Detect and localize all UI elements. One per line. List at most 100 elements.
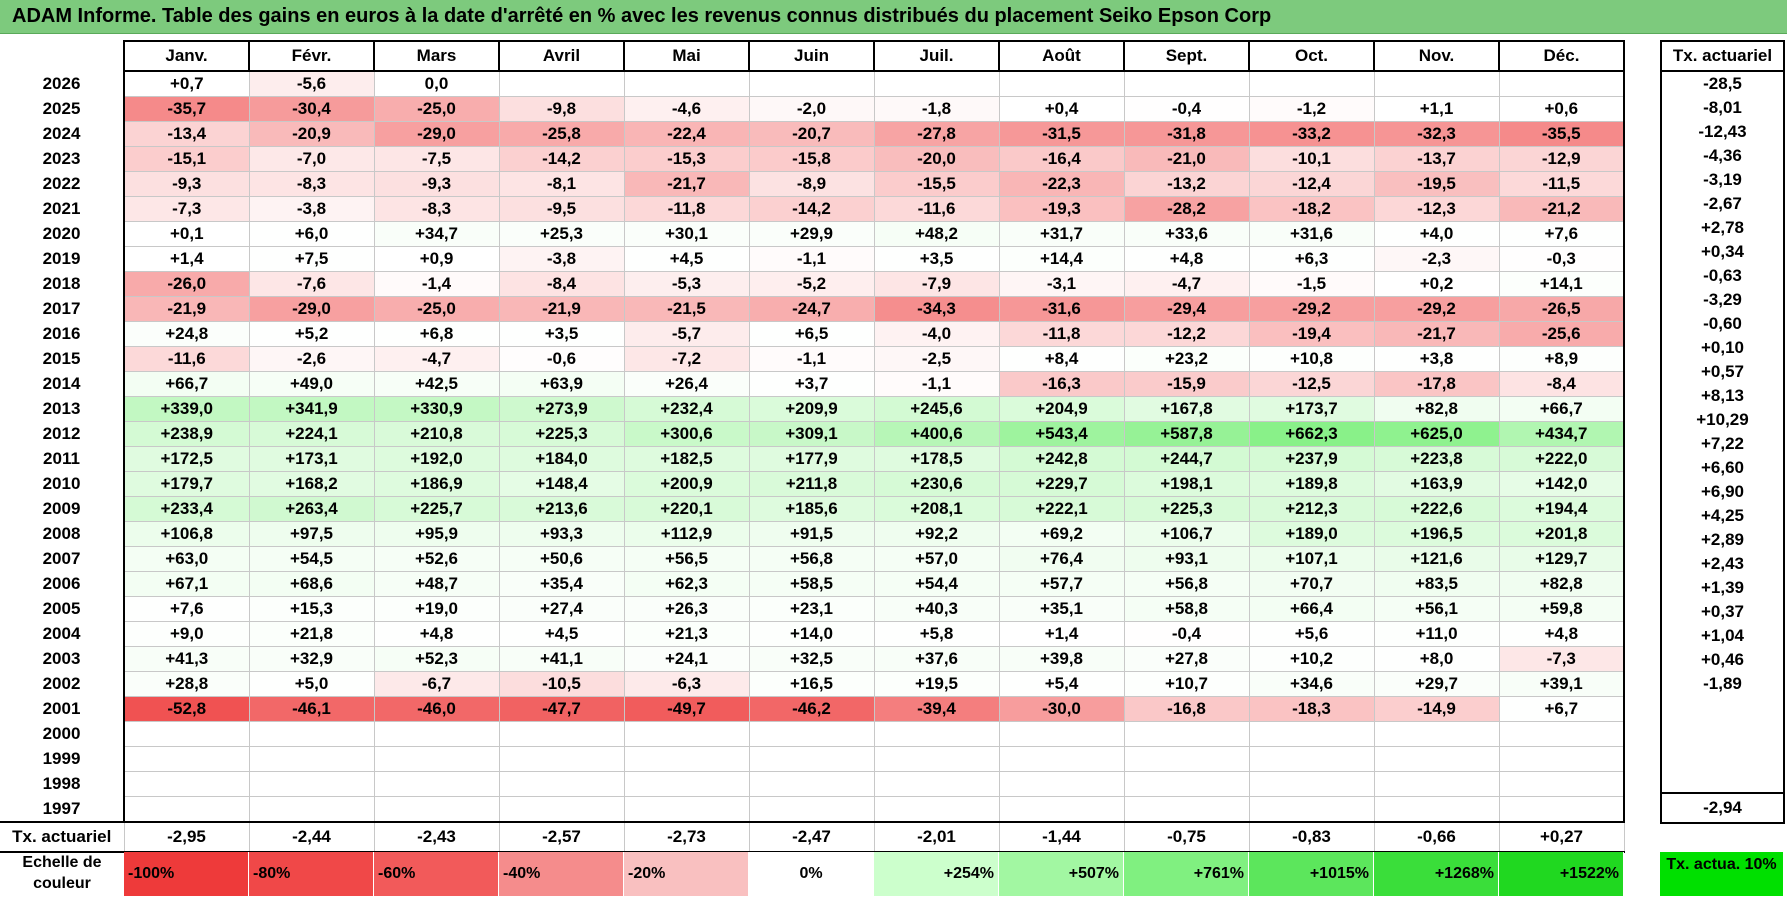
gain-cell: +142,0 [1498, 471, 1625, 497]
gain-cell [748, 746, 875, 772]
table-row: 2020 +0,1 +6,0 +34,7 +25,3 +30,1 +29,9 +48,2 +31… [0, 221, 1625, 247]
gain-cell: -13,2 [1123, 171, 1250, 197]
scale-cell: +1268% [1374, 852, 1499, 896]
month-header: Mars [373, 40, 500, 72]
table-row: 2015 -11,6 -2,6 -4,7 -0,6 -7,2 -1,1 -2,5 +8,4 +23… [0, 346, 1625, 372]
gain-cell: -0,6 [498, 346, 625, 372]
gain-cell: +238,9 [123, 421, 250, 447]
table-row: 2021 -7,3 -3,8 -8,3 -9,5 -11,8 -14,2 -11,6 -19,3… [0, 196, 1625, 222]
actuarial-row [1660, 720, 1785, 744]
footer-value: -0,75 [1123, 821, 1250, 853]
gain-cell: +300,6 [623, 421, 750, 447]
footer-value: +0,27 [1498, 821, 1625, 853]
gain-cell: +54,4 [873, 571, 1000, 597]
gain-cell: +57,0 [873, 546, 1000, 572]
gain-cell: +26,3 [623, 596, 750, 622]
gain-cell: +48,2 [873, 221, 1000, 247]
table-row: 2023 -15,1 -7,0 -7,5 -14,2 -15,3 -15,8 -20,0 -16… [0, 146, 1625, 172]
gain-cell: -2,5 [873, 346, 1000, 372]
table-row: 1997 [0, 796, 1625, 823]
gain-cell: +6,8 [373, 321, 500, 347]
gain-cell [1123, 771, 1250, 797]
gain-cell: -29,4 [1123, 296, 1250, 322]
actuarial-row: +6,60 [1660, 456, 1785, 480]
gain-cell: -5,7 [623, 321, 750, 347]
gain-cell: -39,4 [873, 696, 1000, 722]
year-label: 2005 [42, 599, 81, 618]
gain-cell: -7,9 [873, 271, 1000, 297]
gain-cell [748, 70, 875, 97]
gain-cell: -29,2 [1248, 296, 1375, 322]
gain-cell: +208,1 [873, 496, 1000, 522]
year-label: 2012 [42, 424, 81, 443]
actuarial-table: Tx. actuariel -28,5 -8,01 -12,43 -4,36 -3,19… [1660, 40, 1785, 824]
gain-cell: -1,5 [1248, 271, 1375, 297]
gain-cell: +189,8 [1248, 471, 1375, 497]
gain-cell [1373, 771, 1500, 797]
gain-cell [373, 796, 500, 823]
gain-cell: -8,3 [248, 171, 375, 197]
page-title: ADAM Informe. Table des gains en euros à… [12, 5, 1272, 27]
gain-cell: +31,6 [1248, 221, 1375, 247]
gain-cell: -35,7 [123, 96, 250, 122]
gain-cell [248, 721, 375, 747]
footer-value: -2,43 [373, 821, 500, 853]
table-row: 2013 +339,0 +341,9 +330,9 +273,9 +232,4 +209,9… [0, 396, 1625, 422]
gain-cell: +3,7 [748, 371, 875, 397]
gain-cell: +24,8 [123, 321, 250, 347]
scale-cell: -80% [249, 852, 374, 896]
gains-table: Janv. Févr. Mars Avril Mai Juin Juil. Août Sept.… [0, 40, 1625, 853]
gain-cell: +56,8 [748, 546, 875, 572]
gain-cell: -33,2 [1248, 121, 1375, 147]
gain-cell: +23,2 [1123, 346, 1250, 372]
footer-value: -0,66 [1373, 821, 1500, 853]
gain-cell: -1,8 [873, 96, 1000, 122]
actuarial-row: +0,57 [1660, 360, 1785, 384]
gain-cell: -7,5 [373, 146, 500, 172]
gain-cell: -9,5 [498, 196, 625, 222]
gain-cell: +30,1 [623, 221, 750, 247]
actuarial-value: +6,90 [1660, 480, 1785, 504]
gain-cell: -9,3 [373, 171, 500, 197]
gain-cell: +26,4 [623, 371, 750, 397]
gain-cell: -20,0 [873, 146, 1000, 172]
gain-cell: -15,9 [1123, 371, 1250, 397]
gain-cell [873, 721, 1000, 747]
gain-cell: -29,0 [373, 121, 500, 147]
table-row: 2000 [0, 721, 1625, 747]
gain-cell [498, 70, 625, 97]
gain-cell: -18,3 [1248, 696, 1375, 722]
gain-cell: +434,7 [1498, 421, 1625, 447]
gain-cell [998, 746, 1125, 772]
actuarial-value: -3,19 [1660, 168, 1785, 192]
month-header: Sept. [1123, 40, 1250, 72]
actuarial-row: +2,89 [1660, 528, 1785, 552]
gain-cell: -15,3 [623, 146, 750, 172]
actuarial-value: +10,29 [1660, 408, 1785, 432]
actuarial-row: -0,63 [1660, 264, 1785, 288]
month-header: Oct. [1248, 40, 1375, 72]
gain-cell [123, 721, 250, 747]
gain-cell: +52,3 [373, 646, 500, 672]
gain-cell [1498, 70, 1625, 97]
gain-cell [998, 771, 1125, 797]
gain-cell: +42,5 [373, 371, 500, 397]
year-label: 2006 [42, 574, 81, 593]
gain-cell [498, 746, 625, 772]
gain-cell: -22,4 [623, 121, 750, 147]
gain-cell: -11,8 [623, 196, 750, 222]
gain-cell: +8,0 [1373, 646, 1500, 672]
gain-cell [373, 746, 500, 772]
gain-cell: +56,1 [1373, 596, 1500, 622]
actuarial-row [1660, 696, 1785, 720]
gain-cell: +93,3 [498, 521, 625, 547]
gain-cell: +173,7 [1248, 396, 1375, 422]
gain-cell: +5,6 [1248, 621, 1375, 647]
gain-cell: +50,6 [498, 546, 625, 572]
gain-cell: +196,5 [1373, 521, 1500, 547]
gain-cell: +178,5 [873, 446, 1000, 472]
gain-cell: +93,1 [1123, 546, 1250, 572]
gain-cell: -19,5 [1373, 171, 1500, 197]
gain-cell: +184,0 [498, 446, 625, 472]
gain-cell: +69,2 [998, 521, 1125, 547]
